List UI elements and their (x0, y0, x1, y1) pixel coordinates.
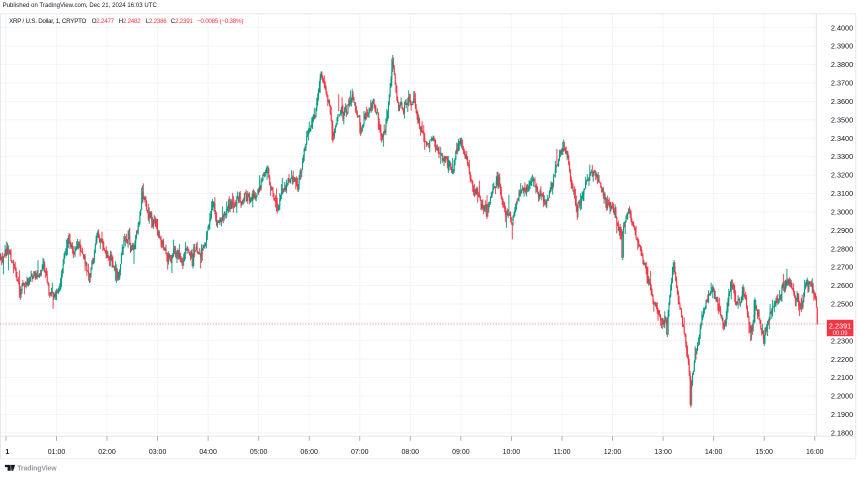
svg-text:06:00: 06:00 (300, 449, 318, 456)
svg-text:2.2200: 2.2200 (831, 355, 853, 364)
svg-text:03:00: 03:00 (149, 449, 167, 456)
svg-text:2.3100: 2.3100 (831, 189, 853, 198)
svg-text:2.3900: 2.3900 (831, 42, 853, 51)
svg-text:2.3500: 2.3500 (831, 115, 853, 124)
svg-text:12:00: 12:00 (604, 449, 622, 456)
svg-text:13:00: 13:00 (654, 449, 672, 456)
svg-text:00:09: 00:09 (833, 331, 849, 337)
svg-text:2.1900: 2.1900 (831, 410, 853, 419)
svg-text:14:00: 14:00 (705, 449, 723, 456)
svg-text:2.3800: 2.3800 (831, 60, 853, 69)
svg-text:2.2391: 2.2391 (829, 322, 851, 331)
svg-text:2.3300: 2.3300 (831, 152, 853, 161)
svg-text:2.2800: 2.2800 (831, 244, 853, 253)
svg-text:2.3700: 2.3700 (831, 79, 853, 88)
svg-text:08:00: 08:00 (402, 449, 420, 456)
svg-text:1: 1 (5, 449, 9, 456)
svg-text:2.1800: 2.1800 (831, 428, 853, 437)
svg-text:2.4000: 2.4000 (831, 23, 853, 32)
svg-text:2.2100: 2.2100 (831, 373, 853, 382)
svg-text:Published on TradingView.com,: Published on TradingView.com, Dec 21, 20… (3, 3, 158, 9)
svg-text:15:00: 15:00 (755, 449, 773, 456)
svg-text:10:00: 10:00 (503, 449, 521, 456)
svg-text:2.3000: 2.3000 (831, 207, 853, 216)
svg-text:2.2700: 2.2700 (831, 263, 853, 272)
svg-text:2.2900: 2.2900 (831, 226, 853, 235)
svg-text:2.3600: 2.3600 (831, 97, 853, 106)
svg-text:2.2000: 2.2000 (831, 392, 853, 401)
svg-text:11:00: 11:00 (554, 449, 571, 456)
svg-text:2.2600: 2.2600 (831, 281, 853, 290)
svg-text:2.2500: 2.2500 (831, 300, 853, 309)
svg-text:C2.2391: C2.2391 (171, 18, 194, 25)
svg-text:2.3200: 2.3200 (831, 171, 853, 180)
svg-text:01:00: 01:00 (48, 449, 66, 456)
svg-text:05:00: 05:00 (250, 449, 268, 456)
svg-text:O2.2477: O2.2477 (92, 18, 115, 25)
svg-text:07:00: 07:00 (351, 449, 369, 456)
svg-text:02:00: 02:00 (98, 449, 116, 456)
svg-text:L2.2386: L2.2386 (146, 18, 168, 25)
svg-text:2.3400: 2.3400 (831, 134, 853, 143)
svg-text:04:00: 04:00 (199, 449, 217, 456)
svg-text:16:00: 16:00 (806, 449, 824, 456)
svg-text:2.2300: 2.2300 (831, 336, 853, 345)
svg-text:−0.0085 (−0.38%): −0.0085 (−0.38%) (197, 18, 243, 25)
svg-text:H2.2482: H2.2482 (119, 18, 142, 25)
svg-text:XRP / U.S. Dollar, 1, CRYPTO: XRP / U.S. Dollar, 1, CRYPTO (9, 18, 86, 25)
svg-text:TradingView: TradingView (17, 465, 57, 472)
svg-text:09:00: 09:00 (452, 449, 470, 456)
